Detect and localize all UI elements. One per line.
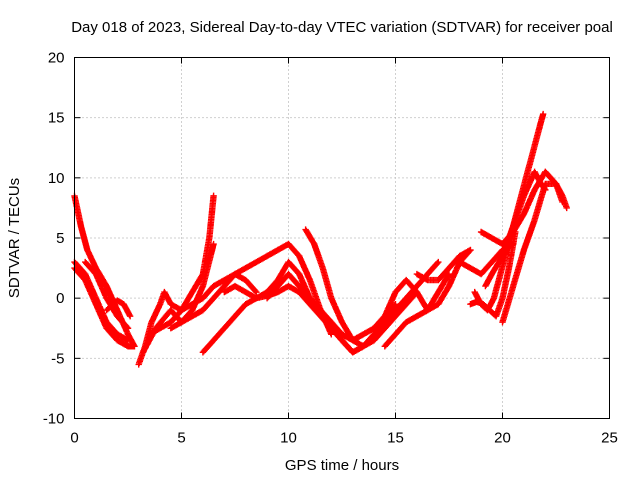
y-tick-label: 0 [56,290,64,307]
x-axis-label: GPS time / hours [285,457,399,474]
series-markers [103,297,134,320]
grid-layer [74,57,610,419]
y-tick-label: 10 [48,170,65,187]
tick-layer: 0 5 10 15 20 25 -10 -5 0 5 10 15 20 [43,50,618,447]
x-tick-label: 25 [601,430,618,447]
series-markers [167,270,260,332]
x-tick-label: 5 [177,430,185,447]
x-tick-label: 15 [387,430,404,447]
series-track-9 [167,270,260,332]
series-markers [381,270,453,350]
series-track-23 [499,180,566,326]
x-tick-label: 20 [494,430,511,447]
series-markers [302,226,421,350]
series-track-13 [302,226,421,350]
y-tick-label: 5 [56,230,64,247]
series-track-17 [413,246,474,284]
y-tick-label: 15 [48,110,65,127]
x-tick-label: 10 [280,430,297,447]
chart-title: Day 018 of 2023, Sidereal Day-to-day VTE… [71,19,613,36]
series-layer [71,110,570,368]
y-axis-label: SDTVAR / TECUs [6,178,23,298]
series-markers [413,246,474,284]
x-tick-label: 0 [70,430,78,447]
y-tick-label: -5 [51,350,64,367]
series-track-4 [82,258,132,332]
series-markers [82,258,132,332]
series-track-5 [103,297,134,320]
y-tick-label: 20 [48,50,65,67]
series-markers [499,180,566,326]
series-track-16 [381,270,453,350]
plot-frame [74,57,610,419]
y-tick-label: -10 [43,411,65,428]
